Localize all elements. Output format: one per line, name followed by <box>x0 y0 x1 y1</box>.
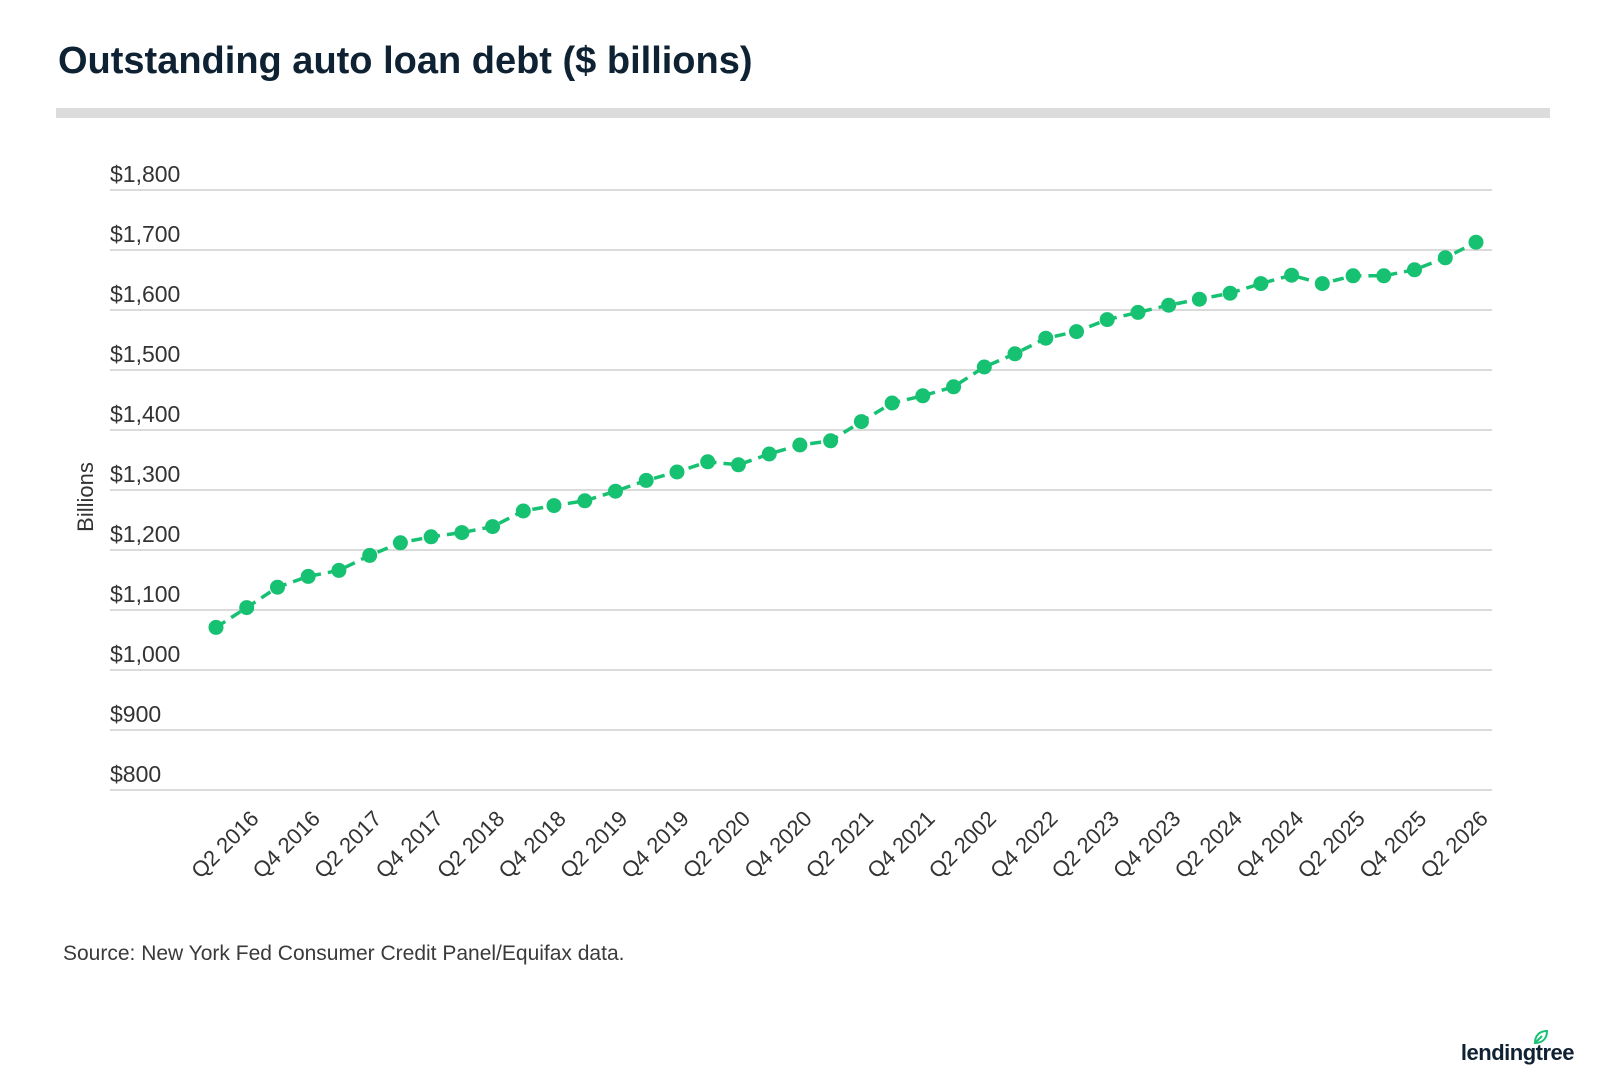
data-point <box>1253 276 1269 292</box>
x-tick-label: Q2 2016 <box>186 806 263 883</box>
y-tick-label: $1,100 <box>110 581 180 607</box>
data-point <box>1130 304 1146 320</box>
data-point <box>915 388 931 404</box>
brand-logo: lendingtree <box>1460 1029 1575 1066</box>
data-point <box>1437 250 1453 266</box>
data-point <box>823 433 839 449</box>
x-tick-label: Q2 2019 <box>555 806 632 883</box>
y-tick-label: $1,500 <box>110 341 180 367</box>
data-point <box>577 493 593 509</box>
data-point <box>669 464 685 480</box>
x-tick-label: Q2 2025 <box>1293 806 1370 883</box>
data-point <box>270 579 285 595</box>
x-tick-label: Q4 2020 <box>739 806 816 883</box>
y-tick-label: $1,700 <box>110 221 180 247</box>
data-point <box>208 619 224 635</box>
x-tick-label: Q4 2022 <box>985 806 1062 883</box>
data-point <box>1069 324 1084 340</box>
data-point <box>884 395 900 411</box>
y-tick-label: $1,000 <box>110 641 180 667</box>
y-tick-label: $900 <box>110 701 161 727</box>
y-tick-label: $1,400 <box>110 401 180 427</box>
data-point <box>1284 267 1300 283</box>
source-note: Source: New York Fed Consumer Credit Pan… <box>63 942 625 965</box>
line-chart: $800 $900 $1,000 $1,100 $1,200 $1,300 $1,400 $1… <box>73 161 1493 883</box>
data-point <box>976 359 992 375</box>
chart-title: Outstanding auto loan debt ($ billions) <box>58 40 753 82</box>
x-tick-label: Q2 2018 <box>432 806 509 883</box>
data-point <box>546 498 562 514</box>
x-tick-label: Q2 2017 <box>309 806 386 883</box>
data-point <box>1161 297 1177 313</box>
y-tick-label: $1,200 <box>110 521 180 547</box>
data-point <box>331 562 347 578</box>
data-point <box>1222 285 1238 301</box>
data-point <box>362 547 378 563</box>
title-divider <box>56 108 1550 118</box>
x-tick-label: Q4 2025 <box>1354 806 1431 883</box>
gridlines <box>110 189 1492 791</box>
data-point <box>485 519 501 535</box>
data-point <box>730 457 746 473</box>
data-point <box>239 600 255 616</box>
y-tick-label: $1,800 <box>110 161 180 187</box>
data-point <box>1099 312 1115 328</box>
data-point <box>1038 330 1054 346</box>
data-point <box>853 414 869 430</box>
data-point <box>1468 234 1484 250</box>
x-tick-label: Q4 2019 <box>616 806 693 883</box>
y-tick-label: $800 <box>110 761 161 787</box>
x-tick-label: Q2 2024 <box>1170 806 1247 883</box>
data-point <box>300 568 316 584</box>
series-markers <box>208 234 1484 635</box>
brand-name: lendingtree <box>1460 1040 1575 1065</box>
data-point <box>946 379 962 395</box>
data-point <box>515 503 531 519</box>
x-tick-label: Q2 2023 <box>1047 806 1124 883</box>
x-tick-label: Q2 2026 <box>1415 806 1492 883</box>
data-point <box>761 446 777 462</box>
data-point <box>792 437 808 453</box>
data-point <box>1407 262 1422 278</box>
data-point <box>1314 276 1330 292</box>
data-point <box>392 535 408 551</box>
y-axis-label: Billions <box>73 462 98 532</box>
x-tick-label: Q2 2020 <box>678 806 755 883</box>
x-tick-label: Q4 2023 <box>1108 806 1185 883</box>
x-tick-label: Q4 2024 <box>1231 806 1308 883</box>
data-point <box>1191 291 1207 307</box>
data-point <box>1345 268 1361 284</box>
data-point <box>1376 268 1392 284</box>
data-point <box>423 529 439 545</box>
x-tick-label: Q2 2021 <box>801 806 878 883</box>
y-tick-label: $1,300 <box>110 461 180 487</box>
x-tick-label: Q4 2018 <box>493 806 570 883</box>
data-point <box>608 483 623 499</box>
y-axis-ticks: $800 $900 $1,000 $1,100 $1,200 $1,300 $1,400 $1… <box>110 161 180 787</box>
data-point <box>1007 346 1023 362</box>
x-tick-label: Q2 2002 <box>924 806 1001 883</box>
y-tick-label: $1,600 <box>110 281 180 307</box>
data-point <box>700 454 716 470</box>
series-line <box>215 240 1477 629</box>
x-tick-label: Q4 2016 <box>248 806 325 883</box>
data-point <box>638 472 654 488</box>
x-tick-label: Q4 2021 <box>862 806 939 883</box>
x-tick-label: Q4 2017 <box>371 806 448 883</box>
data-point <box>454 525 470 541</box>
